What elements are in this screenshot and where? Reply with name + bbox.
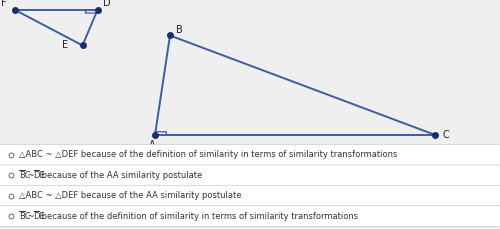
Text: because of the definition of similarity in terms of similarity transformations: because of the definition of similarity … xyxy=(40,212,358,221)
FancyBboxPatch shape xyxy=(0,185,500,206)
FancyBboxPatch shape xyxy=(0,144,500,165)
Text: A: A xyxy=(149,140,156,150)
Text: E: E xyxy=(62,41,68,50)
Text: △ABC ~ △DEF because of the AA similarity postulate: △ABC ~ △DEF because of the AA similarity… xyxy=(19,191,242,200)
Text: ~: ~ xyxy=(25,171,37,180)
Text: ~: ~ xyxy=(25,212,37,221)
Text: BC: BC xyxy=(19,212,30,221)
Text: C: C xyxy=(442,130,450,140)
Text: DE: DE xyxy=(34,171,45,180)
Text: △ABC ~ △DEF because of the definition of similarity in terms of similarity trans: △ABC ~ △DEF because of the definition of… xyxy=(19,150,398,159)
Text: D: D xyxy=(102,0,110,8)
Text: B: B xyxy=(176,25,182,35)
Text: because of the AA similarity postulate: because of the AA similarity postulate xyxy=(40,171,202,180)
FancyBboxPatch shape xyxy=(0,206,500,226)
Text: BC: BC xyxy=(19,171,30,180)
FancyBboxPatch shape xyxy=(0,165,500,186)
Text: DE: DE xyxy=(34,212,45,221)
Text: F: F xyxy=(1,0,7,8)
